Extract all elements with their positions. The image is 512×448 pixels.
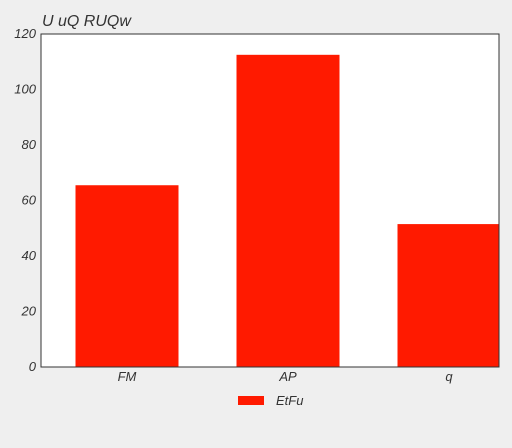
y-tick-label: 20: [21, 304, 37, 319]
x-tick-label: AP: [278, 369, 297, 384]
bar-fm: [75, 185, 179, 367]
y-tick-label: 60: [22, 193, 37, 208]
y-tick-label: 80: [22, 137, 37, 152]
legend: EtFu: [238, 393, 303, 408]
y-tick-label: 100: [14, 82, 36, 97]
bar-q: [397, 224, 499, 367]
x-tick-label: q: [445, 369, 453, 384]
x-tick-label: FM: [118, 369, 137, 384]
y-tick-label: 40: [22, 248, 37, 263]
y-tick-label: 120: [14, 26, 36, 41]
y-axis-ticks: 0 20 40 60 80 100 120: [14, 26, 36, 374]
bar-group: [75, 54, 499, 367]
x-axis-ticks: FM AP q: [118, 369, 454, 384]
legend-label: EtFu: [276, 393, 303, 408]
legend-swatch: [238, 396, 264, 405]
bar-ap: [236, 54, 340, 367]
chart-title: U uQ RUQw: [42, 13, 132, 30]
plot-frame: [40, 33, 500, 368]
y-tick-label: 0: [29, 359, 37, 374]
